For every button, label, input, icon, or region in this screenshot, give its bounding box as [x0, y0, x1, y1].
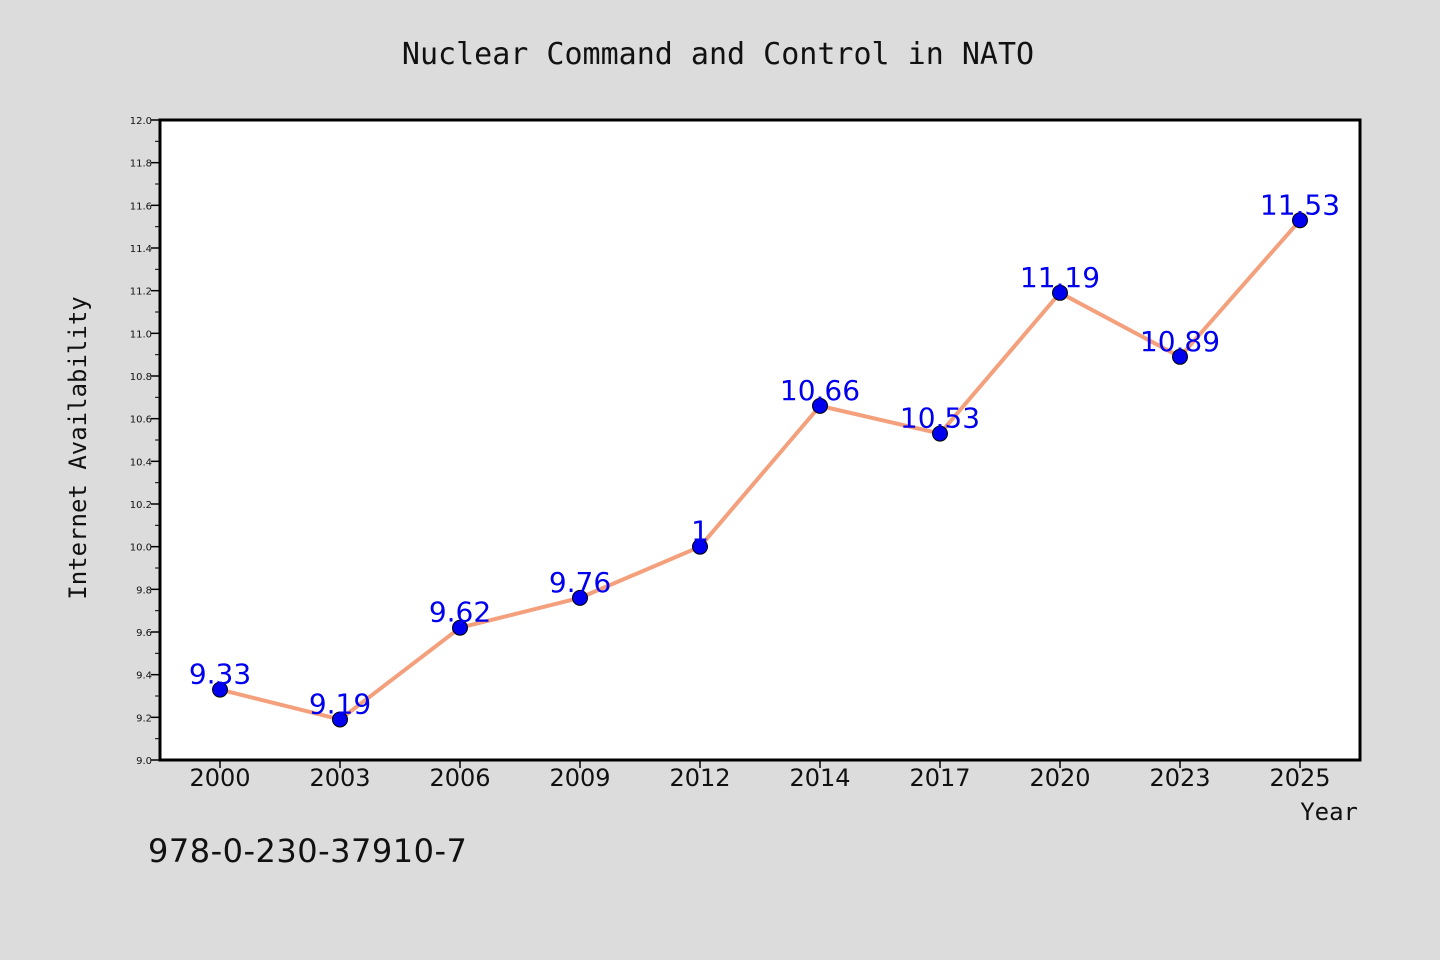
y-tick-label: 11.0 — [130, 329, 152, 340]
y-tick-label: 10.4 — [130, 457, 152, 468]
data-point — [1052, 284, 1068, 301]
data-label: 1 — [691, 515, 709, 548]
y-tick-label: 10.2 — [130, 500, 152, 511]
x-tick-label: 2003 — [309, 764, 370, 792]
x-tick-label: 2025 — [1269, 764, 1330, 792]
data-point — [1292, 212, 1308, 229]
y-tick-label: 9.6 — [136, 628, 152, 639]
y-tick-label: 11.4 — [130, 244, 152, 255]
footer-identifier: 978-0-230-37910-7 — [148, 832, 468, 870]
data-label: 9.62 — [429, 596, 491, 629]
y-tick-label: 9.0 — [136, 756, 152, 767]
y-tick-label: 9.4 — [136, 671, 152, 682]
y-tick-label: 10.6 — [130, 415, 152, 426]
chart-title: Nuclear Command and Control in NATO — [402, 37, 1034, 72]
y-tick-label: 11.8 — [130, 159, 152, 170]
data-label: 10.66 — [780, 374, 860, 407]
y-tick-label: 10.0 — [130, 543, 152, 554]
data-label: 10.53 — [900, 402, 980, 435]
data-label: 11.53 — [1260, 188, 1340, 221]
y-tick-label: 10.8 — [130, 372, 152, 383]
data-point — [212, 681, 228, 698]
data-label: 9.76 — [549, 566, 611, 599]
x-tick-label: 2017 — [909, 764, 970, 792]
x-tick-label: 2006 — [429, 764, 490, 792]
x-tick-label: 2009 — [549, 764, 610, 792]
y-tick-label: 9.2 — [136, 713, 152, 724]
data-label: 10.89 — [1140, 325, 1220, 358]
x-tick-label: 2000 — [189, 764, 250, 792]
data-point — [812, 397, 828, 414]
data-point — [452, 619, 468, 636]
x-tick-label: 2012 — [669, 764, 730, 792]
y-axis-ticks: 9.0 9.2 9.4 9.6 9.8 10.0 10.2 10.4 10.6 10.8 11.0 1… — [130, 116, 160, 767]
data-label: 11.19 — [1020, 261, 1100, 294]
series-line — [218, 218, 1302, 722]
plot-area — [160, 120, 1360, 760]
data-point — [332, 711, 348, 728]
data-point — [572, 589, 588, 606]
y-tick-label: 11.2 — [130, 287, 152, 298]
y-tick-label: 11.6 — [130, 201, 152, 212]
x-tick-label: 2020 — [1029, 764, 1090, 792]
x-axis-ticks: 2000 2003 2006 2009 2012 2014 2017 2020 2023 2025 — [189, 760, 1331, 792]
x-axis-label: Year — [1300, 798, 1358, 826]
y-axis-label: Internet Availability — [64, 296, 92, 599]
y-tick-label: 12.0 — [130, 116, 152, 127]
data-label: 9.33 — [189, 658, 251, 691]
data-point — [1172, 348, 1188, 365]
data-point — [692, 538, 708, 555]
y-tick-label: 9.8 — [136, 585, 152, 596]
plot-frame — [158, 118, 1362, 762]
data-point — [932, 425, 948, 442]
x-tick-label: 2014 — [789, 764, 850, 792]
series-layer: 9.33 9.19 9.62 9.76 1 10.66 10.53 11.19 10.89 11.… — [189, 188, 1340, 728]
x-tick-label: 2023 — [1149, 764, 1210, 792]
data-label: 9.19 — [309, 687, 371, 720]
